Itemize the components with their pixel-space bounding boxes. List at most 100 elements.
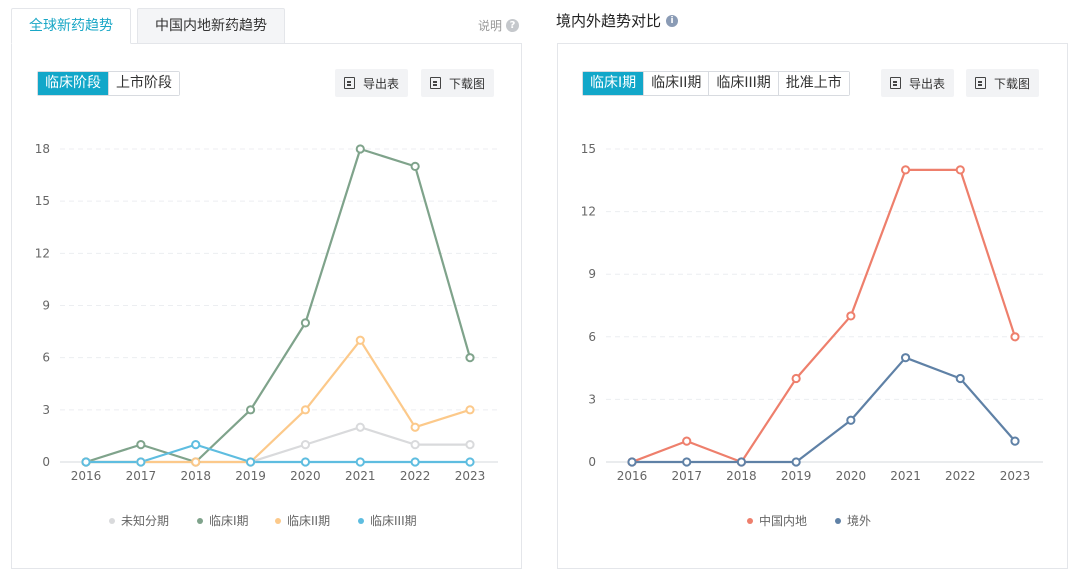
tab-global-trend[interactable]: 全球新药趋势 — [11, 8, 131, 44]
data-point — [355, 457, 365, 467]
left-tab-bar: 全球新药趋势 中国内地新药趋势 — [11, 8, 291, 44]
segment-clinical-stage[interactable]: 临床阶段 — [38, 72, 108, 95]
data-point — [355, 144, 365, 154]
data-point — [465, 405, 475, 415]
legend-marker — [275, 518, 281, 524]
x-tick-label: 2017 — [126, 469, 157, 483]
help-link[interactable]: 说明 ? — [478, 17, 520, 34]
y-tick-label: 12 — [35, 246, 50, 260]
series-line — [86, 339, 471, 464]
right-download-label: 下载图 — [994, 76, 1031, 91]
x-tick-label: 2021 — [890, 469, 921, 483]
export-table-icon — [344, 77, 355, 89]
left-download-button[interactable]: 下载图 — [421, 69, 495, 97]
x-tick-label: 2019 — [235, 469, 266, 483]
legend-label: 临床II期 — [287, 514, 330, 528]
data-point — [136, 457, 146, 467]
data-point — [191, 457, 201, 467]
right-chart-panel — [557, 43, 1068, 569]
data-point — [410, 422, 420, 432]
x-tick-label: 2022 — [945, 469, 976, 483]
y-tick-label: 0 — [42, 455, 50, 469]
export-table-icon — [890, 77, 901, 89]
download-image-icon — [975, 77, 986, 89]
series-line — [632, 356, 1016, 464]
legend-marker — [109, 518, 115, 524]
x-tick-label: 2021 — [345, 469, 376, 483]
y-tick-label: 3 — [588, 392, 596, 406]
left-stage-switch: 临床阶段 上市阶段 — [37, 71, 180, 96]
x-tick-label: 2018 — [726, 469, 757, 483]
data-point — [300, 457, 311, 467]
y-tick-label: 15 — [35, 194, 50, 208]
legend-label: 境外 — [847, 513, 871, 528]
data-point — [300, 440, 311, 450]
y-tick-label: 6 — [588, 330, 596, 344]
right-export-label: 导出表 — [909, 76, 946, 91]
segment-market-stage[interactable]: 上市阶段 — [108, 72, 179, 95]
data-point — [791, 457, 801, 467]
x-tick-label: 2023 — [1000, 469, 1031, 483]
segment-phase-3[interactable]: 临床III期 — [708, 72, 778, 95]
data-point — [791, 373, 801, 384]
data-point — [355, 335, 365, 345]
legend-marker — [358, 518, 364, 524]
help-label: 说明 — [478, 19, 503, 33]
y-tick-label: 9 — [588, 267, 596, 281]
right-phase-switch: 临床I期 临床II期 临床III期 批准上市 — [582, 71, 850, 96]
download-image-icon — [430, 77, 441, 89]
data-point — [300, 318, 311, 328]
x-tick-label: 2016 — [71, 469, 102, 483]
data-point — [682, 436, 692, 446]
data-point — [627, 457, 637, 467]
data-point — [900, 353, 911, 363]
y-tick-label: 12 — [581, 205, 596, 219]
data-point — [191, 440, 201, 450]
left-export-button[interactable]: 导出表 — [335, 69, 409, 97]
legend-label: 临床I期 — [209, 514, 249, 528]
right-title: 境内外趋势对比 i — [556, 10, 679, 31]
series-line — [86, 443, 470, 464]
x-tick-label: 2018 — [180, 469, 211, 483]
legend-label: 中国内地 — [759, 513, 807, 528]
x-tick-label: 2020 — [836, 469, 867, 483]
data-point — [846, 311, 856, 321]
series-line — [85, 147, 472, 464]
data-point — [900, 165, 911, 175]
data-point — [245, 457, 256, 467]
segment-approved[interactable]: 批准上市 — [777, 72, 849, 95]
y-tick-label: 18 — [35, 142, 50, 156]
y-tick-label: 15 — [581, 142, 596, 156]
x-tick-label: 2020 — [290, 469, 321, 483]
segment-phase-1[interactable]: 临床I期 — [583, 72, 644, 95]
left-export-label: 导出表 — [363, 76, 400, 91]
x-tick-label: 2017 — [671, 469, 702, 483]
info-icon[interactable]: i — [666, 14, 679, 27]
y-tick-label: 3 — [42, 403, 50, 417]
data-point — [682, 457, 692, 467]
data-point — [245, 405, 256, 415]
data-point — [846, 415, 856, 425]
help-icon: ? — [506, 19, 520, 32]
data-point — [410, 161, 420, 171]
x-tick-label: 2019 — [781, 469, 812, 483]
data-point — [81, 457, 91, 467]
data-point — [136, 440, 146, 450]
right-export-button[interactable]: 导出表 — [881, 69, 955, 97]
right-download-button[interactable]: 下载图 — [966, 69, 1040, 97]
data-point — [465, 440, 475, 450]
data-point — [465, 457, 475, 467]
legend-marker — [197, 518, 203, 524]
y-tick-label: 0 — [588, 455, 596, 469]
data-point — [1010, 332, 1020, 342]
left-download-label: 下载图 — [449, 76, 486, 91]
data-point — [355, 422, 365, 432]
legend-label: 临床III期 — [370, 514, 417, 528]
y-tick-label: 9 — [42, 299, 50, 313]
right-title-text: 境内外趋势对比 — [556, 12, 662, 30]
series-line — [631, 168, 1017, 464]
segment-phase-2[interactable]: 临床II期 — [643, 72, 709, 95]
legend-marker — [835, 518, 841, 524]
x-tick-label: 2022 — [400, 469, 431, 483]
